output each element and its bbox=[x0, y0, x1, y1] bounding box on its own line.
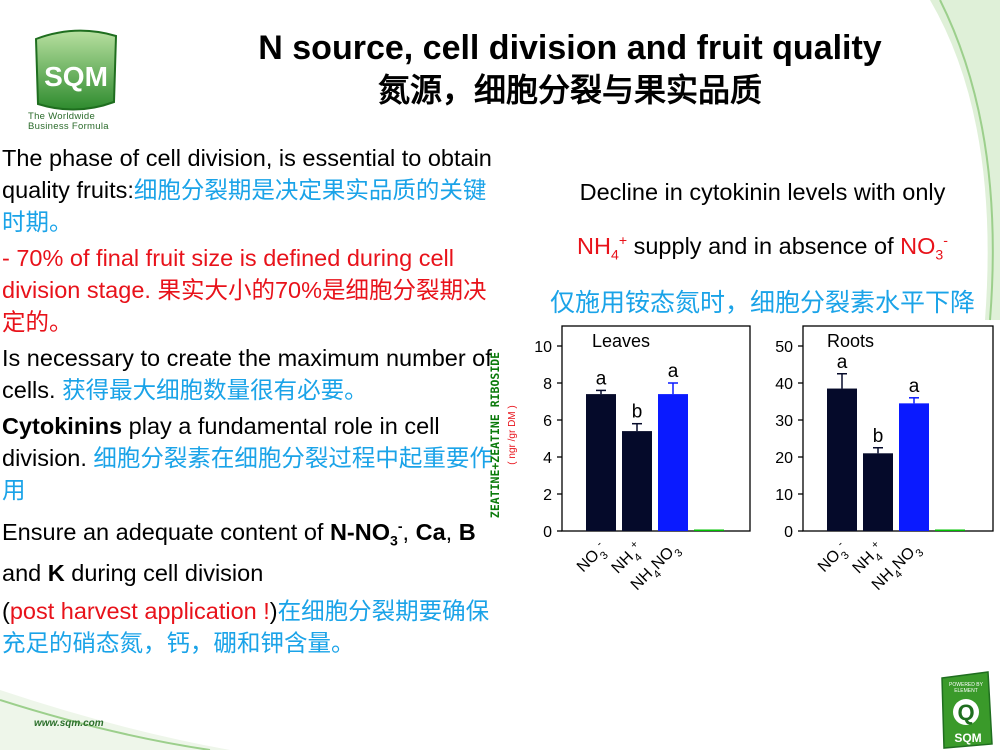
right-line3-chinese: 仅施用铵态氮时，细胞分裂素水平下降 bbox=[549, 288, 975, 317]
chart-y-axis-label: ZEATINE+ZEATINE RIBOSIDE ( ngr /gr DM ) bbox=[488, 352, 518, 518]
chart-frame bbox=[802, 325, 994, 532]
p5-end: during cell division bbox=[64, 559, 264, 586]
bar bbox=[658, 394, 688, 531]
right-line2-mid: supply and in absence of bbox=[627, 232, 901, 259]
bar bbox=[827, 388, 857, 531]
y-tick-label: 20 bbox=[775, 450, 793, 467]
y-tick-label: 2 bbox=[543, 487, 552, 504]
p5-nitrate: N-NO bbox=[329, 518, 390, 545]
p3-english: Is necessary to create the maximum numbe… bbox=[2, 345, 492, 403]
badge-top-text: POWERED BY bbox=[949, 682, 984, 688]
paragraph-cytokinins: Cytokinins play a fundamental role in ce… bbox=[2, 410, 500, 506]
significance-letter: a bbox=[596, 368, 607, 389]
p2-english: - 70% of final fruit size is defined dur… bbox=[2, 245, 454, 303]
badge-bottom-text: SQM bbox=[954, 731, 981, 745]
y-axis-label-text: ZEATINE+ZEATINE RIBOSIDE bbox=[488, 352, 502, 518]
p5-text: Ensure an adequate content of bbox=[2, 518, 330, 545]
badge-letter: Q bbox=[957, 700, 974, 725]
chart-frame bbox=[561, 325, 751, 532]
y-tick-label: 0 bbox=[784, 524, 793, 541]
p5-sep: , bbox=[445, 518, 459, 545]
p4-bold: Cytokinins bbox=[2, 413, 123, 439]
y-tick-label: 40 bbox=[775, 376, 793, 393]
paragraph-post-harvest: (post harvest application !)在细胞分裂期要确保充足的… bbox=[2, 595, 500, 659]
chart-title: Leaves bbox=[592, 331, 650, 351]
y-tick-label: 10 bbox=[775, 487, 793, 504]
p2-chinese: 果实大小的70%是细胞分裂期决定的。 bbox=[2, 277, 487, 335]
right-line2: NH4+ supply and in absence of NO3- bbox=[525, 216, 1000, 279]
x-tick-label: NO3- bbox=[572, 538, 613, 579]
bar bbox=[694, 529, 724, 531]
website-url: www.sqm.com bbox=[34, 718, 104, 729]
y-tick-label: 8 bbox=[543, 376, 552, 393]
y-tick-label: 6 bbox=[543, 413, 552, 430]
p5-b: B bbox=[458, 518, 476, 545]
y-axis-unit-text: ( ngr /gr DM ) bbox=[507, 405, 518, 464]
p6-open: ( bbox=[2, 597, 10, 624]
significance-letter: b bbox=[632, 402, 643, 423]
page-title-chinese: 氮源，细胞分裂与果实品质 bbox=[377, 72, 762, 108]
p5-k: K bbox=[47, 559, 65, 586]
paragraph-cell-division: The phase of cell division, is essential… bbox=[2, 142, 500, 238]
p5-ca: Ca bbox=[415, 518, 446, 545]
sqm-logo: SQM bbox=[34, 29, 118, 111]
p1-english: The phase of cell division, is essential… bbox=[2, 145, 492, 203]
bar bbox=[899, 403, 929, 531]
significance-letter: a bbox=[909, 376, 920, 397]
logo-caption-line2: Business Formula bbox=[28, 121, 109, 132]
p3-chinese: 获得最大细胞数量很有必要。 bbox=[55, 377, 368, 403]
y-tick-label: 10 bbox=[534, 339, 552, 356]
no3-label: NO3- bbox=[900, 232, 948, 263]
p4-chinese: 细胞分裂素在细胞分裂过程中起重要作用 bbox=[2, 445, 493, 503]
y-tick-label: 0 bbox=[543, 524, 552, 541]
p6-red: post harvest application ! bbox=[9, 597, 270, 624]
y-tick-label: 30 bbox=[775, 413, 793, 430]
logo-caption-line1: The Worldwide bbox=[28, 111, 96, 122]
p5-sup: - bbox=[397, 518, 403, 534]
significance-letter: a bbox=[837, 352, 848, 373]
y-tick-label: 50 bbox=[775, 339, 793, 356]
p6-chinese: 在细胞分裂期要确保充足的硝态氮，钙，硼和钾含量。 bbox=[2, 597, 490, 656]
p1-chinese: 细胞分裂期是决定果实品质的关键时期。 bbox=[2, 177, 487, 235]
paragraph-fruit-size: - 70% of final fruit size is defined dur… bbox=[2, 242, 500, 338]
paragraph-max-cells: Is necessary to create the maximum numbe… bbox=[2, 342, 500, 406]
bar bbox=[622, 431, 652, 531]
page-title: N source, cell division and fruit qualit… bbox=[258, 29, 882, 67]
powered-by-element-q-badge: POWERED BY ELEMENT Q SQM bbox=[941, 671, 993, 749]
bar bbox=[586, 394, 616, 531]
p5-comma: , bbox=[402, 518, 416, 545]
bar bbox=[863, 453, 893, 531]
y-tick-label: 4 bbox=[543, 450, 552, 467]
bar bbox=[935, 529, 965, 531]
paragraph-ensure: Ensure an adequate content of N-NO3-, Ca… bbox=[2, 510, 500, 589]
badge-mid-text: ELEMENT bbox=[954, 688, 978, 694]
p4-english: play a fundamental role in cell division… bbox=[2, 413, 440, 471]
p5-sub: 3 bbox=[390, 532, 398, 549]
significance-letter: a bbox=[668, 361, 679, 382]
right-line1: Decline in cytokinin levels with only bbox=[579, 179, 946, 205]
logo-text: SQM bbox=[44, 61, 108, 92]
x-tick-label: NO3- bbox=[813, 538, 854, 579]
p6-close: ) bbox=[269, 597, 278, 624]
right-heading: Decline in cytokinin levels with only NH… bbox=[525, 168, 1000, 327]
p5-and: and bbox=[2, 559, 48, 586]
significance-letter: b bbox=[873, 426, 884, 447]
chart-title: Roots bbox=[827, 331, 874, 351]
left-text-block: The phase of cell division, is essential… bbox=[2, 142, 500, 663]
nh4-label: NH4+ bbox=[577, 232, 628, 263]
logo-caption: The Worldwide Business Formula bbox=[28, 112, 109, 132]
